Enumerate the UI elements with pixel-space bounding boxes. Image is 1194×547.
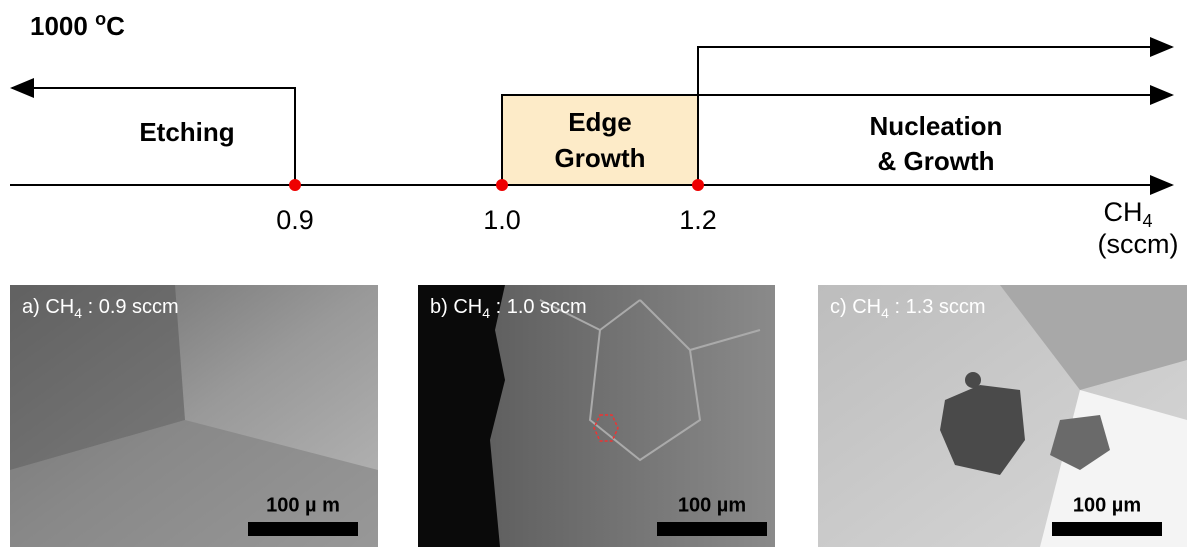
figure: 1000 oC Etching Edge Growth Nucleation &… — [0, 0, 1194, 547]
panel-label: c) CH4 : 1.3 sccm — [830, 296, 986, 320]
region-label: Growth — [555, 143, 646, 173]
region-label: Etching — [139, 117, 234, 147]
panel-label: a) CH4 : 0.9 sccm — [22, 296, 179, 320]
tick-label: 1.0 — [483, 205, 521, 235]
scale-bar-label: 100 µ m — [266, 494, 340, 516]
region-label: Edge — [568, 107, 632, 137]
tick-label: 0.9 — [276, 205, 314, 235]
temperature: 1000 oC — [30, 9, 125, 41]
region-label: & Growth — [878, 146, 995, 176]
axis-label: CH4 — [1103, 197, 1152, 231]
scale-bar-label: 100 µm — [678, 494, 746, 516]
region-label: Nucleation — [870, 111, 1003, 141]
panel-label: b) CH4 : 1.0 sccm — [430, 296, 587, 320]
axis-label: (sccm) — [1098, 229, 1179, 259]
tick-label: 1.2 — [679, 205, 717, 235]
scale-bar-label: 100 µm — [1073, 494, 1141, 516]
